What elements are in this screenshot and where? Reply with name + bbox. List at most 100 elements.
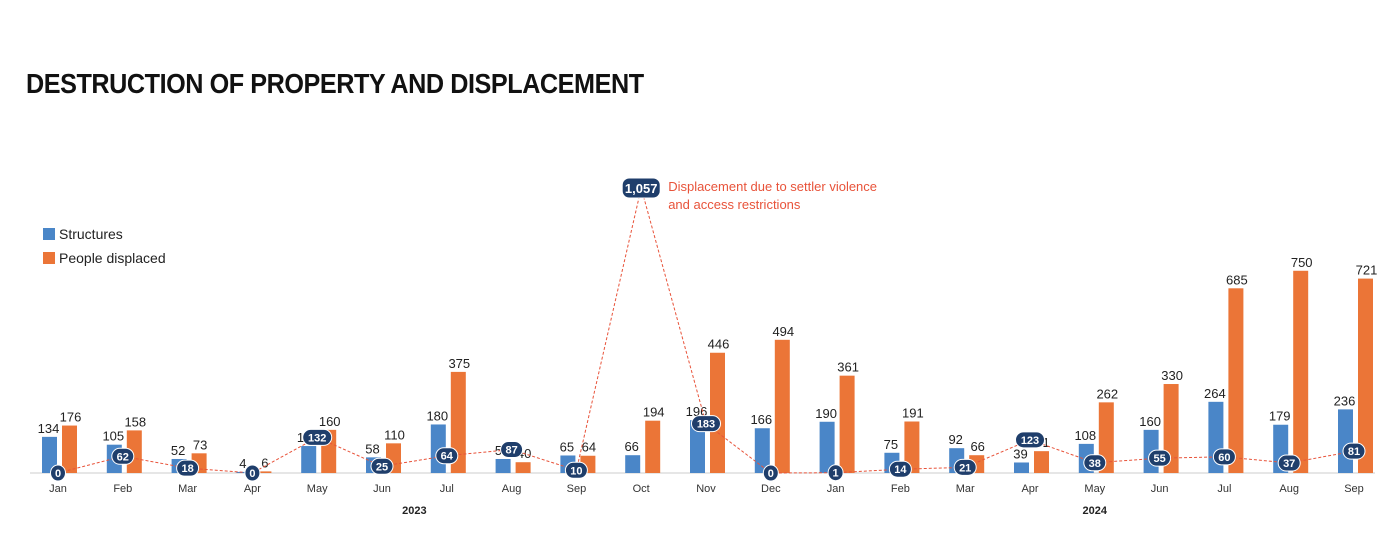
annotation-line2: and access restrictions xyxy=(668,197,801,212)
badge-value: 64 xyxy=(441,451,454,463)
badge-value: 81 xyxy=(1348,446,1360,458)
label-structures: 4 xyxy=(239,456,246,471)
label-structures: 105 xyxy=(102,429,124,444)
label-people: 685 xyxy=(1226,272,1248,287)
label-structures: 58 xyxy=(365,441,379,456)
badge-displacement xyxy=(827,464,844,482)
badge-displacement xyxy=(244,464,261,482)
year-label: 2023 xyxy=(402,505,426,517)
label-structures: 75 xyxy=(884,437,898,452)
legend-label-people: People displaced xyxy=(59,250,166,266)
bar-structures xyxy=(236,471,252,473)
tick-label: Jun xyxy=(373,483,391,495)
tick-label: Oct xyxy=(633,483,650,495)
badge-displacement xyxy=(953,458,977,476)
label-structures: 92 xyxy=(948,432,962,447)
label-people: 160 xyxy=(319,414,341,429)
tick-label: Jan xyxy=(49,483,67,495)
tick-label: Mar xyxy=(178,483,197,495)
bar-structures xyxy=(690,420,705,473)
badge-displacement xyxy=(1148,449,1172,467)
label-structures: 66 xyxy=(624,439,638,454)
badge-displacement xyxy=(111,447,135,465)
bar-structures xyxy=(754,428,770,473)
badge-displacement xyxy=(302,428,333,446)
badge-displacement xyxy=(1015,431,1045,449)
badge-value: 0 xyxy=(55,468,61,480)
tick-label: Mar xyxy=(956,483,975,495)
tick-label: Jun xyxy=(1151,483,1169,495)
label-people: 110 xyxy=(384,427,405,442)
badge-value: 38 xyxy=(1089,458,1101,470)
legend-label-structures: Structures xyxy=(59,226,123,242)
label-structures: 179 xyxy=(1269,409,1291,424)
bar-people xyxy=(839,375,855,473)
badge-displacement xyxy=(370,457,394,475)
label-structures: 160 xyxy=(1139,414,1161,429)
label-structures: 180 xyxy=(426,408,448,423)
tick-label: Jul xyxy=(440,483,454,495)
badge-peak xyxy=(621,177,661,199)
legend-swatch-structures xyxy=(43,228,55,240)
bar-people xyxy=(1358,278,1373,473)
legend-swatch-people xyxy=(43,252,55,264)
label-people: 176 xyxy=(60,410,82,425)
badge-value: 55 xyxy=(1153,453,1165,465)
badge-displacement xyxy=(176,459,200,477)
legend-item-people: People displaced xyxy=(43,250,166,266)
label-people: 64 xyxy=(582,440,596,455)
bar-people xyxy=(515,462,531,473)
bar-people xyxy=(450,371,466,473)
badge-value: 1 xyxy=(833,468,839,480)
label-structures: 190 xyxy=(815,406,837,421)
bar-structures xyxy=(1338,409,1353,473)
label-people: 66 xyxy=(970,439,984,454)
bar-structures xyxy=(301,446,317,473)
badge-displacement xyxy=(762,464,779,482)
badge-value: 87 xyxy=(505,445,517,457)
badge-value: 60 xyxy=(1218,452,1230,464)
badge-value: 183 xyxy=(697,419,715,431)
bar-people xyxy=(62,425,77,473)
badge-displacement xyxy=(1342,442,1366,460)
bar-people xyxy=(645,420,661,473)
label-people: 330 xyxy=(1161,368,1183,383)
bar-people xyxy=(1293,270,1309,473)
bar-people xyxy=(1098,402,1114,473)
label-people: 750 xyxy=(1291,255,1313,270)
badge-displacement xyxy=(888,460,912,478)
badge-displacement xyxy=(1212,448,1236,466)
annotation-line1: Displacement due to settler violence xyxy=(668,179,877,194)
tick-label: Feb xyxy=(113,483,132,495)
bar-people xyxy=(774,339,790,473)
tick-label: May xyxy=(1084,483,1105,495)
tick-label: Jan xyxy=(827,483,845,495)
badge-displacement xyxy=(435,447,459,465)
badge-value: 37 xyxy=(1283,458,1295,470)
label-people: 375 xyxy=(448,356,470,371)
tick-label: Feb xyxy=(891,483,910,495)
bar-structures xyxy=(625,455,641,473)
label-structures: 236 xyxy=(1334,393,1356,408)
label-structures: 134 xyxy=(38,421,60,436)
label-people: 494 xyxy=(772,324,794,339)
year-label: 2024 xyxy=(1083,505,1108,517)
legend-item-structures: Structures xyxy=(43,226,123,242)
bar-people xyxy=(1034,451,1049,473)
tick-label: May xyxy=(307,483,328,495)
label-people: 73 xyxy=(193,437,207,452)
badge-displacement xyxy=(500,441,524,459)
tick-label: Sep xyxy=(1344,483,1364,495)
tick-label: Aug xyxy=(502,483,522,495)
badge-value: 25 xyxy=(376,461,388,473)
badge-displacement xyxy=(1277,454,1301,472)
tick-label: Sep xyxy=(567,483,587,495)
label-people: 158 xyxy=(124,414,146,429)
badge-value: 62 xyxy=(117,451,129,463)
label-structures: 39 xyxy=(1013,446,1027,461)
badge-value: 0 xyxy=(249,468,255,480)
badge-value: 10 xyxy=(570,465,582,477)
label-structures: 65 xyxy=(560,439,574,454)
bar-people xyxy=(1163,384,1179,473)
